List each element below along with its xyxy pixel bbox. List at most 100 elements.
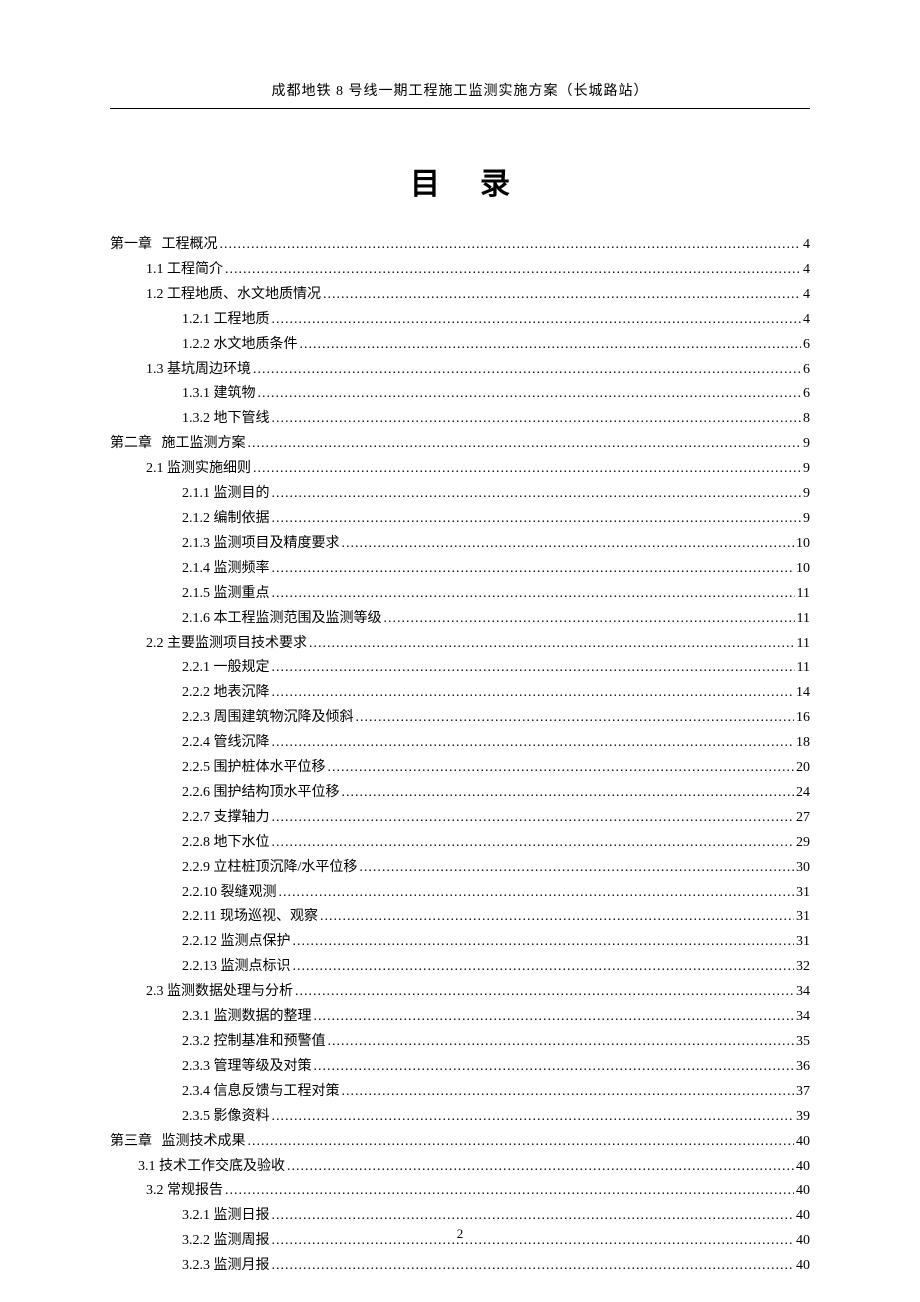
toc-label: 2.2.10 裂缝观测: [182, 881, 277, 906]
toc-leader-dots: [328, 1030, 795, 1055]
toc-label: 第三章 监测技术成果: [110, 1130, 246, 1155]
toc-label: 1.3.1 建筑物: [182, 382, 256, 407]
toc-leader-dots: [287, 1155, 794, 1180]
toc-label: 2.3.1 监测数据的整理: [182, 1005, 312, 1030]
toc-page-number: 24: [796, 781, 810, 806]
toc-label: 2.2.7 支撑轴力: [182, 806, 270, 831]
toc-entry: 2.2.13 监测点标识 32: [110, 955, 810, 980]
toc-label: 2.2.12 监测点保护: [182, 930, 291, 955]
toc-entry: 2.2.4 管线沉降 18: [110, 731, 810, 756]
toc-label: 3.2.1 监测日报: [182, 1204, 270, 1229]
toc-entry: 2.2.12 监测点保护 31: [110, 930, 810, 955]
toc-leader-dots: [342, 1080, 795, 1105]
toc-leader-dots: [258, 382, 802, 407]
toc-page-number: 9: [803, 432, 810, 457]
toc-entry: 2.2.3 周围建筑物沉降及倾斜 16: [110, 706, 810, 731]
toc-label: 1.2 工程地质、水文地质情况: [146, 283, 321, 308]
toc-entry: 2.3 监测数据处理与分析 34: [110, 980, 810, 1005]
toc-entry: 2.2.2 地表沉降 14: [110, 681, 810, 706]
toc-leader-dots: [272, 1105, 795, 1130]
toc-label: 2.1.3 监测项目及精度要求: [182, 532, 340, 557]
page-title: 目录: [110, 159, 810, 203]
toc-page-number: 35: [796, 1030, 810, 1055]
toc-label: 第一章 工程概况: [110, 233, 218, 258]
toc-leader-dots: [272, 1254, 795, 1279]
toc-leader-dots: [320, 905, 794, 930]
toc-leader-dots: [272, 557, 795, 582]
toc-entry: 2.2.1 一般规定 11: [110, 656, 810, 681]
toc-leader-dots: [248, 1130, 795, 1155]
toc-label: 2.1.1 监测目的: [182, 482, 270, 507]
toc-entry: 2.2.11 现场巡视、观察 31: [110, 905, 810, 930]
toc-page-number: 36: [796, 1055, 810, 1080]
toc-leader-dots: [272, 1204, 795, 1229]
toc-page-number: 4: [803, 233, 810, 258]
toc-leader-dots: [272, 308, 802, 333]
toc-entry: 2.3.3 管理等级及对策 36: [110, 1055, 810, 1080]
toc-page-number: 31: [796, 905, 810, 930]
toc-page-number: 27: [796, 806, 810, 831]
toc-leader-dots: [220, 233, 802, 258]
toc-page-number: 9: [803, 457, 810, 482]
table-of-contents: 第一章 工程概况 41.1 工程简介 41.2 工程地质、水文地质情况 4 1.2…: [110, 233, 810, 1279]
toc-page-number: 40: [796, 1229, 810, 1254]
toc-page-number: 6: [803, 358, 810, 383]
toc-page-number: 31: [796, 930, 810, 955]
toc-leader-dots: [253, 358, 801, 383]
toc-page-number: 11: [797, 656, 810, 681]
toc-label: 2.2.2 地表沉降: [182, 681, 270, 706]
toc-label: 2.2.8 地下水位: [182, 831, 270, 856]
toc-page-number: 11: [797, 607, 810, 632]
toc-entry: 2.3.4 信息反馈与工程对策 37: [110, 1080, 810, 1105]
toc-entry: 2.2 主要监测项目技术要求 11: [110, 632, 810, 657]
toc-label: 2.2.11 现场巡视、观察: [182, 905, 318, 930]
document-header: 成都地铁 8 号线一期工程施工监测实施方案（长城路站）: [110, 80, 810, 100]
toc-page-number: 40: [796, 1254, 810, 1279]
toc-leader-dots: [356, 706, 795, 731]
toc-leader-dots: [272, 681, 795, 706]
toc-label: 2.2.1 一般规定: [182, 656, 270, 681]
toc-label: 2.3.3 管理等级及对策: [182, 1055, 312, 1080]
toc-entry: 3.1 技术工作交底及验收 40: [110, 1155, 810, 1180]
toc-leader-dots: [225, 258, 801, 283]
toc-page-number: 4: [803, 258, 810, 283]
toc-page-number: 14: [796, 681, 810, 706]
toc-page-number: 30: [796, 856, 810, 881]
toc-entry: 2.1.5 监测重点 11: [110, 582, 810, 607]
toc-label: 1.3.2 地下管线: [182, 407, 270, 432]
toc-label: 1.2.1 工程地质: [182, 308, 270, 333]
toc-entry: 1.1 工程简介 4: [110, 258, 810, 283]
toc-label: 第二章 施工监测方案: [110, 432, 246, 457]
toc-leader-dots: [342, 532, 795, 557]
toc-leader-dots: [328, 756, 795, 781]
toc-entry: 1.2.1 工程地质 4: [110, 308, 810, 333]
toc-leader-dots: [293, 930, 795, 955]
toc-leader-dots: [323, 283, 801, 308]
toc-label: 2.2.13 监测点标识: [182, 955, 291, 980]
toc-entry: 2.1.1 监测目的 9: [110, 482, 810, 507]
toc-page-number: 32: [796, 955, 810, 980]
toc-leader-dots: [384, 607, 795, 632]
toc-page-number: 40: [796, 1130, 810, 1155]
toc-entry: 第三章 监测技术成果 40: [110, 1130, 810, 1155]
toc-label: 2.1.6 本工程监测范围及监测等级: [182, 607, 382, 632]
toc-leader-dots: [272, 582, 795, 607]
toc-entry: 2.1.2 编制依据 9: [110, 507, 810, 532]
toc-label: 2.2.9 立柱桩顶沉降/水平位移: [182, 856, 357, 881]
toc-page-number: 40: [796, 1179, 810, 1204]
toc-entry: 1.3 基坑周边环境 6: [110, 358, 810, 383]
toc-entry: 3.2 常规报告 40: [110, 1179, 810, 1204]
toc-entry: 2.1 监测实施细则 9: [110, 457, 810, 482]
toc-entry: 1.2.2 水文地质条件 6: [110, 333, 810, 358]
toc-label: 2.1.2 编制依据: [182, 507, 270, 532]
toc-page-number: 34: [796, 1005, 810, 1030]
toc-leader-dots: [272, 831, 795, 856]
toc-entry: 2.2.8 地下水位 29: [110, 831, 810, 856]
toc-leader-dots: [272, 507, 802, 532]
toc-page-number: 29: [796, 831, 810, 856]
toc-leader-dots: [279, 881, 795, 906]
toc-label: 2.2 主要监测项目技术要求: [146, 632, 307, 657]
toc-entry: 2.2.7 支撑轴力 27: [110, 806, 810, 831]
toc-page-number: 20: [796, 756, 810, 781]
toc-leader-dots: [295, 980, 794, 1005]
